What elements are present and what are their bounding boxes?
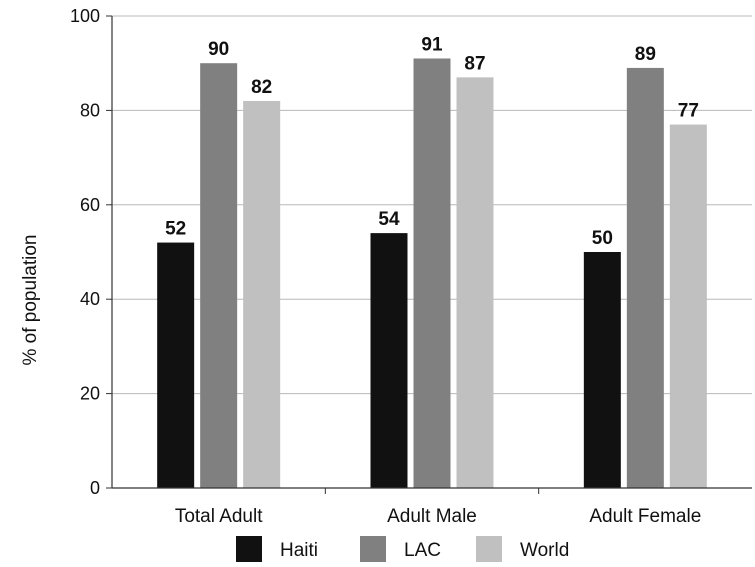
y-tick-label: 60 [80, 195, 100, 215]
legend: Haiti LAC World [236, 536, 569, 562]
legend-swatch-lac [360, 536, 386, 562]
bar-world [243, 100, 281, 489]
bar-haiti [157, 242, 195, 488]
y-tick-label: 100 [70, 6, 100, 26]
y-axis-title: % of population [20, 235, 41, 366]
y-tick-label: 40 [80, 289, 100, 309]
bars [157, 58, 707, 489]
y-tick-label: 0 [90, 478, 100, 498]
y-tick-labels: 0 20 40 60 80 100 [70, 6, 100, 498]
legend-swatch-world [476, 536, 502, 562]
data-label: 89 [635, 44, 656, 65]
legend-label: Haiti [280, 540, 318, 561]
bar-haiti [370, 233, 408, 488]
data-label: 90 [208, 39, 229, 60]
data-labels: 52 90 82 54 91 87 50 89 77 [165, 34, 699, 249]
legend-swatch-haiti [236, 536, 262, 562]
legend-label: LAC [404, 540, 441, 561]
data-label: 52 [165, 219, 186, 240]
category-label: Total Adult [175, 506, 263, 527]
y-tick-label: 20 [80, 384, 100, 404]
bar-haiti [583, 252, 621, 488]
bar-world [669, 124, 707, 488]
data-label: 82 [251, 77, 272, 98]
bar-lac [413, 58, 451, 488]
data-label: 54 [378, 209, 400, 230]
category-labels: Total Adult Adult Male Adult Female [175, 506, 701, 527]
data-label: 91 [421, 34, 443, 55]
bar-world [456, 77, 494, 489]
bar-lac [200, 63, 238, 488]
bar-lac [626, 67, 664, 489]
data-label: 77 [678, 101, 699, 122]
legend-label: World [520, 540, 569, 561]
data-label: 50 [592, 228, 613, 249]
axes [106, 15, 752, 494]
category-label: Adult Female [589, 506, 701, 527]
data-label: 87 [464, 53, 485, 74]
category-label: Adult Male [387, 506, 477, 527]
y-tick-label: 80 [80, 100, 100, 120]
